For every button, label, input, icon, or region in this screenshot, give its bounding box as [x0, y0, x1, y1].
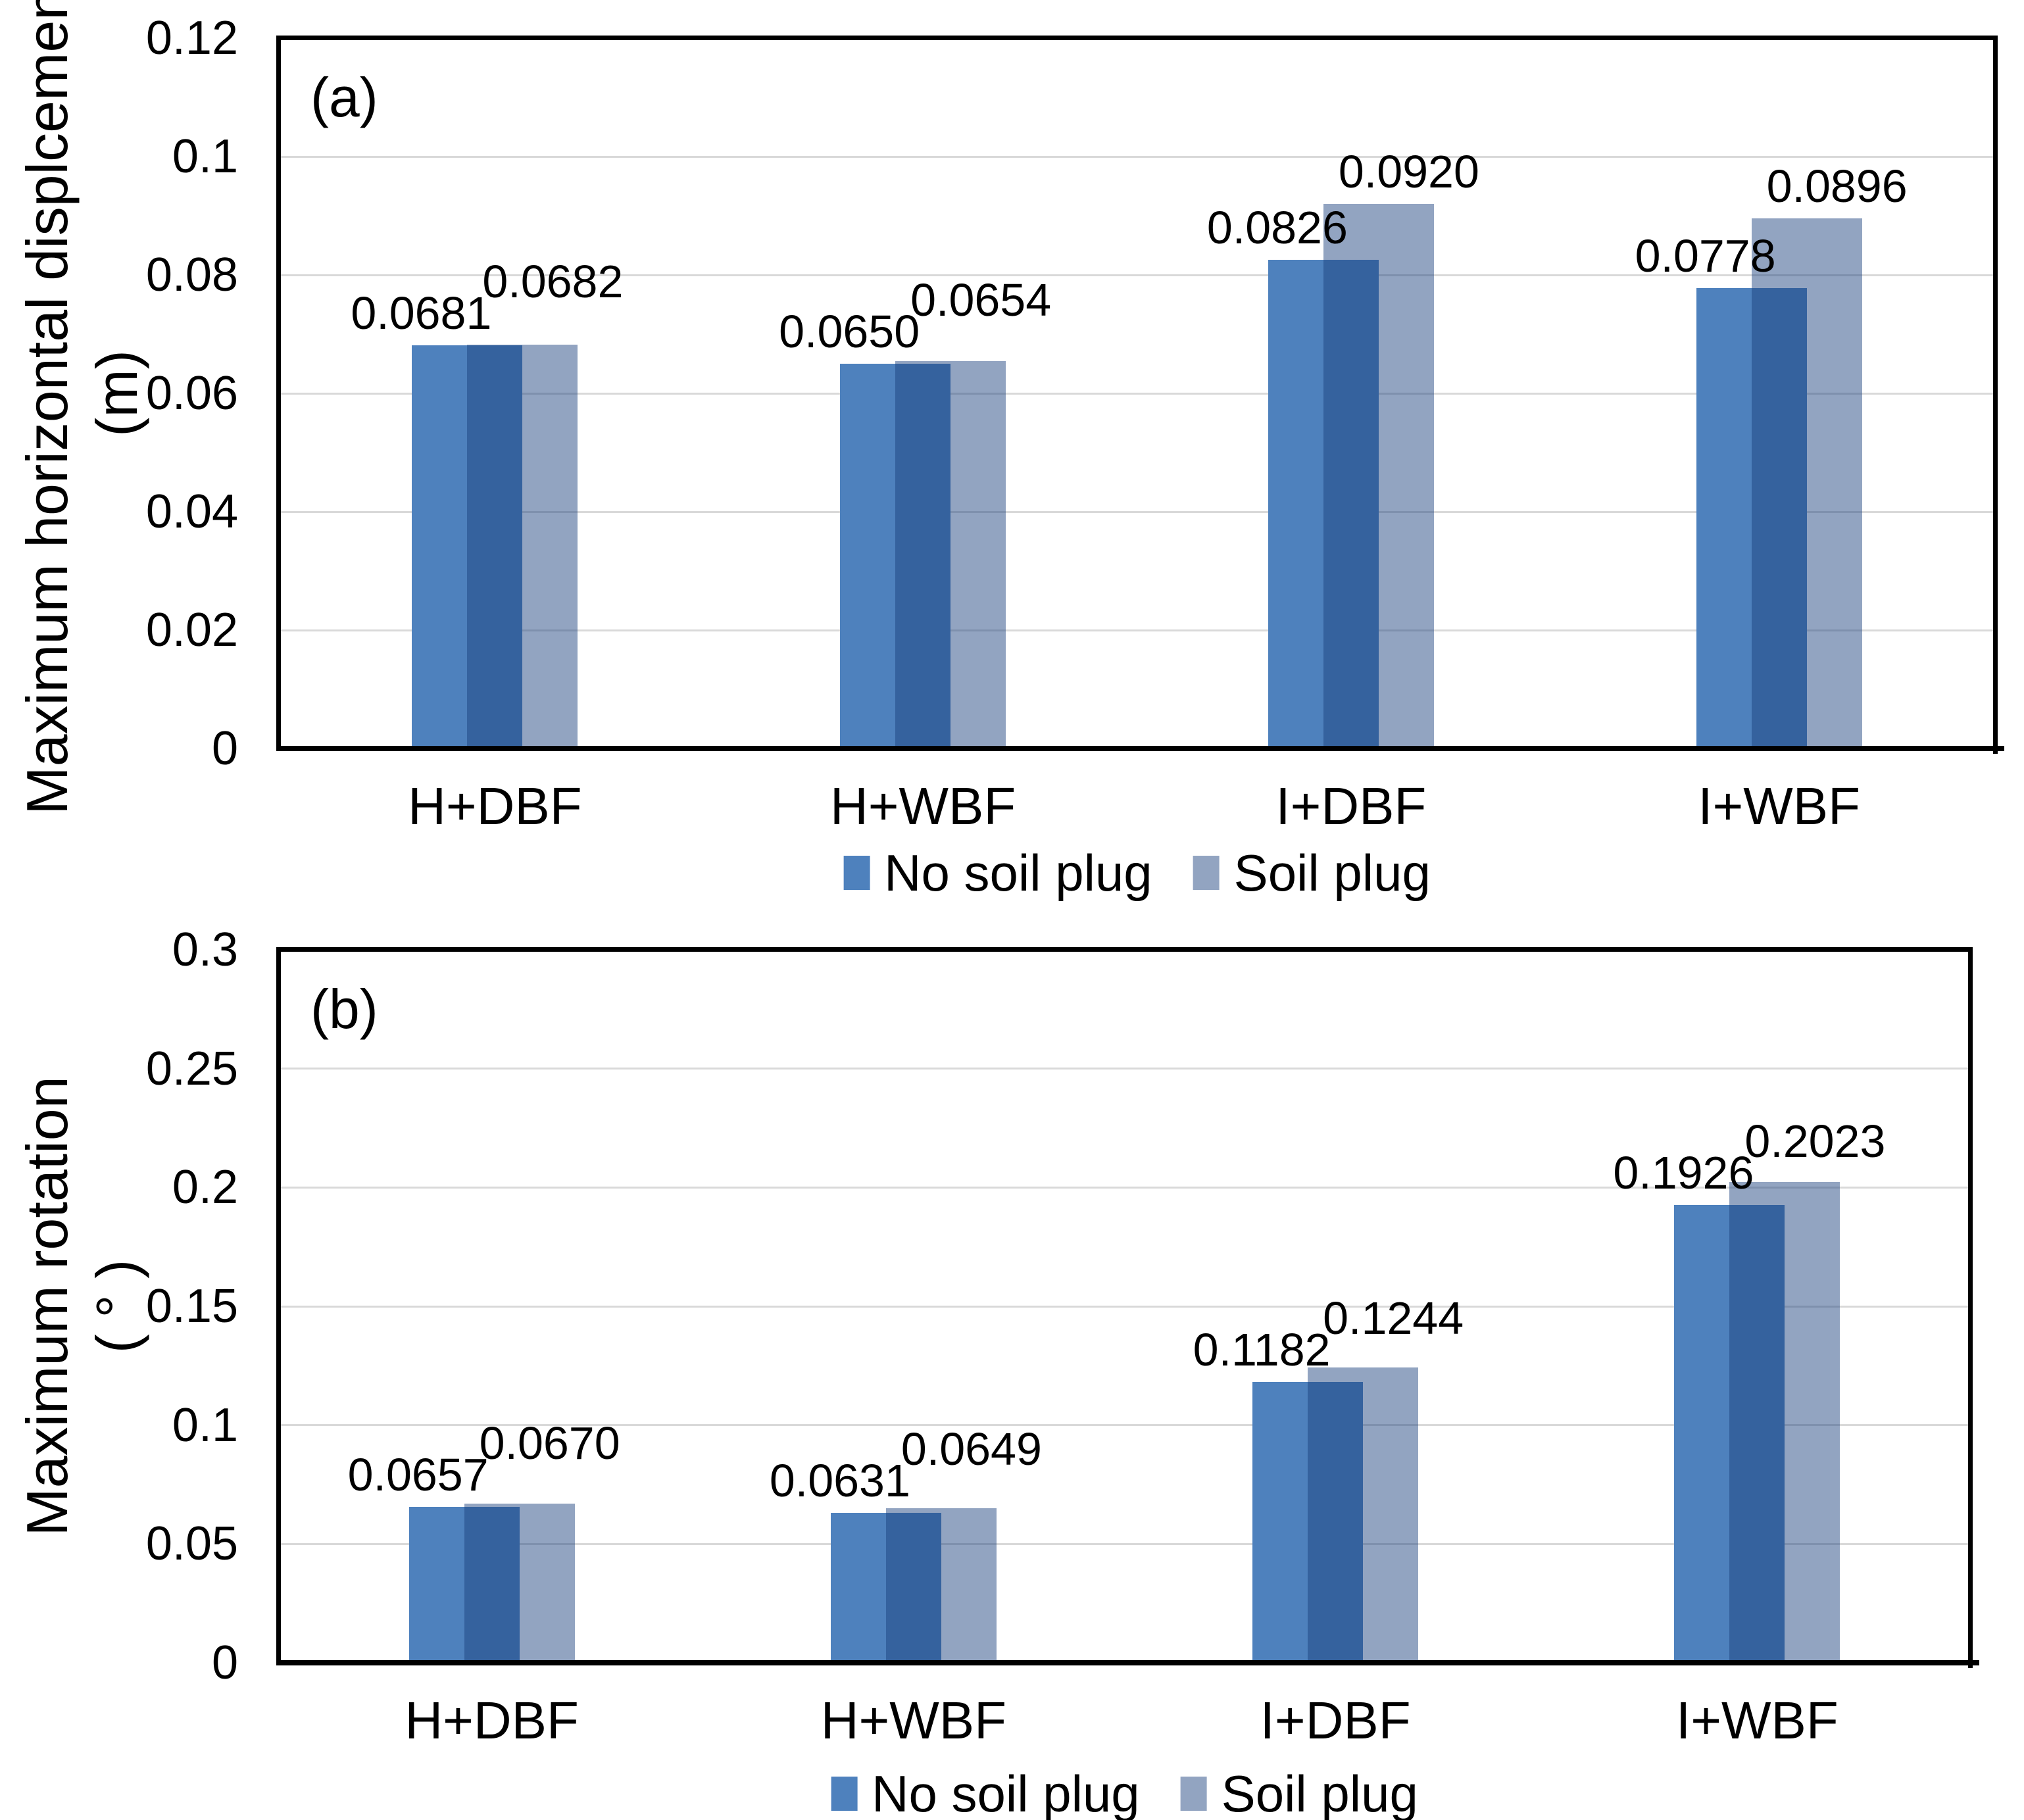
data-label-soil-plug: 0.2023 [1744, 1116, 1886, 1168]
legend-item: Soil plug [1180, 1765, 1418, 1820]
y-tick-label: 0.04 [145, 485, 238, 538]
y-tick-label: 0.1 [172, 1398, 238, 1452]
gridline [281, 510, 1993, 513]
plot-border-left [276, 947, 281, 1665]
data-label-soil-plug: 0.0682 [482, 256, 624, 308]
bar-soil-plug [1751, 218, 1862, 749]
category-label: I+WBF [1698, 777, 1860, 835]
category-label: H+WBF [830, 777, 1016, 835]
plot-border-top [276, 36, 1998, 40]
y-axis-title: Maximum horizontal displcement (m) [12, 0, 152, 815]
y-tick-label: 0.15 [145, 1280, 238, 1333]
data-label-soil-plug: 0.0654 [910, 274, 1052, 326]
gridline [281, 1186, 1968, 1189]
legend-marker-no-soil-plug [831, 1777, 858, 1811]
bar-soil-plug [1323, 204, 1434, 749]
gridline [281, 274, 1993, 276]
bar-no-soil-plug [1696, 287, 1807, 749]
category-label: I+DBF [1275, 777, 1427, 835]
panel-tag: (b) [310, 978, 378, 1040]
data-label-no-soil-plug: 0.0631 [769, 1454, 910, 1506]
y-axis-title-line2: (m) [84, 350, 149, 437]
gridline [281, 1424, 1968, 1427]
plot-border-right [1968, 947, 1973, 1668]
legend-item: No soil plug [843, 847, 1152, 898]
y-axis-title-line1: Maximum rotation [14, 1076, 80, 1537]
data-label-no-soil-plug: 0.0657 [347, 1448, 489, 1500]
legend-marker-no-soil-plug [843, 856, 870, 890]
gridline [281, 629, 1993, 631]
y-tick-label: 0.05 [145, 1517, 238, 1571]
y-tick-label: 0.06 [145, 367, 238, 420]
data-label-soil-plug: 0.0896 [1766, 160, 1908, 212]
x-axis-line [276, 1660, 1979, 1665]
y-tick-label: 0 [211, 1636, 238, 1689]
legend-marker-soil-plug [1180, 1777, 1207, 1811]
legend-label: No soil plug [872, 1765, 1140, 1820]
y-tick-label: 0.2 [172, 1161, 238, 1214]
y-tick-label: 0.3 [172, 923, 238, 976]
data-label-soil-plug: 0.1244 [1323, 1292, 1464, 1344]
category-label: H+WBF [820, 1691, 1006, 1750]
bar-no-soil-plug [840, 364, 951, 749]
data-label-no-soil-plug: 0.1926 [1613, 1147, 1754, 1199]
data-label-no-soil-plug: 0.0826 [1206, 201, 1348, 253]
legend: No soil plug Soil plug [843, 847, 1431, 898]
gridline [281, 392, 1993, 395]
gridline [281, 155, 1993, 158]
bar-no-soil-plug [1252, 1381, 1364, 1663]
bar-no-soil-plug [1268, 259, 1379, 749]
data-label-soil-plug: 0.0920 [1338, 146, 1479, 197]
legend: No soil plug Soil plug [831, 1768, 1418, 1819]
y-axis-title: Maximum rotation( ° ) [12, 1076, 152, 1536]
bar-soil-plug [885, 1508, 997, 1663]
y-tick-label: 0.02 [145, 604, 238, 656]
data-label-soil-plug: 0.0649 [901, 1423, 1042, 1475]
gridline [281, 1305, 1968, 1308]
legend-marker-soil-plug [1193, 856, 1220, 890]
category-label: H+DBF [405, 1691, 579, 1750]
bar-soil-plug [895, 361, 1006, 749]
y-tick-label: 0.1 [172, 130, 238, 183]
legend-label: No soil plug [884, 844, 1152, 902]
y-tick-label: 0.08 [145, 249, 238, 301]
y-tick-label: 0 [211, 722, 238, 775]
x-axis-line [276, 746, 2004, 751]
y-axis-title-line1: Maximum horizontal displcement [14, 0, 80, 815]
legend-label: Soil plug [1233, 844, 1431, 902]
category-label: I+WBF [1676, 1691, 1839, 1750]
y-tick-label: 0.12 [145, 12, 238, 64]
bar-no-soil-plug [830, 1512, 941, 1663]
y-axis-title-line2: ( ° ) [84, 1259, 149, 1354]
gridline [281, 1068, 1968, 1070]
data-label-no-soil-plug: 0.1182 [1193, 1323, 1331, 1375]
panel-tag: (a) [310, 66, 378, 128]
gridline [281, 1542, 1968, 1545]
data-label-no-soil-plug: 0.0650 [779, 306, 920, 357]
data-label-no-soil-plug: 0.0778 [1635, 230, 1776, 282]
bar-soil-plug [1729, 1182, 1840, 1663]
y-tick-label: 0.25 [145, 1042, 238, 1095]
category-label: H+DBF [408, 777, 582, 835]
bar-no-soil-plug [412, 345, 523, 749]
data-label-no-soil-plug: 0.0681 [351, 287, 492, 339]
legend-item: No soil plug [831, 1768, 1140, 1819]
category-label: I+DBF [1260, 1691, 1411, 1750]
bar-soil-plug [467, 345, 578, 749]
legend-item: Soil plug [1193, 847, 1431, 898]
plot-border-right [1993, 36, 1998, 754]
data-label-soil-plug: 0.0670 [479, 1417, 620, 1469]
bar-no-soil-plug [408, 1506, 520, 1663]
plot-border-left [276, 36, 281, 751]
plot-border-top [276, 947, 1973, 952]
bar-soil-plug [464, 1503, 575, 1663]
bar-soil-plug [1308, 1367, 1419, 1663]
legend-label: Soil plug [1221, 1765, 1418, 1820]
bar-no-soil-plug [1674, 1205, 1785, 1663]
